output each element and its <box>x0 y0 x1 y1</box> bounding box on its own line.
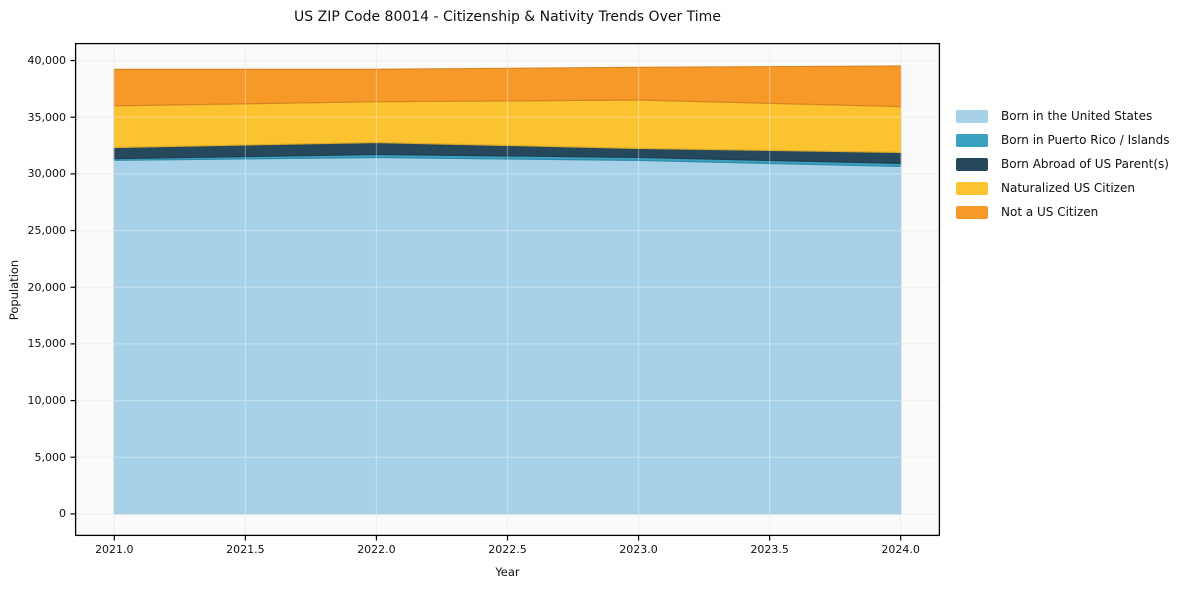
axes-frame <box>74 42 941 537</box>
area-not-a-us-citizen <box>113 65 902 108</box>
legend-item: Not a US Citizen <box>956 205 1170 219</box>
y-tick-label: 30,000 <box>27 167 67 181</box>
y-tick-label: 5,000 <box>34 450 67 464</box>
legend-swatch-not-a-us-citizen <box>956 205 988 219</box>
legend-label: Not a US Citizen <box>1001 205 1099 219</box>
legend-item: Born in Puerto Rico / Islands <box>956 133 1170 147</box>
legend-label: Naturalized US Citizen <box>1001 181 1135 195</box>
x-axis-label: Year <box>495 565 520 579</box>
y-tick-label: 20,000 <box>27 280 67 294</box>
x-tick-label: 2024.0 <box>881 543 920 556</box>
y-axis-label: Population <box>7 259 21 321</box>
legend-swatch-naturalized-us-citizen <box>956 181 988 195</box>
legend-label: Born in Puerto Rico / Islands <box>1001 133 1170 147</box>
legend-item: Naturalized US Citizen <box>956 181 1170 195</box>
y-tick-label: 10,000 <box>27 394 67 408</box>
y-tick-label: 25,000 <box>27 224 67 238</box>
y-tick-label: 40,000 <box>27 54 67 68</box>
y-tick-label: 15,000 <box>27 337 67 351</box>
legend-swatch-born-in-the-united-states <box>956 109 988 123</box>
legend-label: Born Abroad of US Parent(s) <box>1001 157 1169 171</box>
x-tick-label: 2021.0 <box>95 543 134 556</box>
legend-label: Born in the United States <box>1001 109 1153 123</box>
legend-item: Born in the United States <box>956 109 1170 123</box>
y-tick-label: 35,000 <box>27 110 67 124</box>
plot-area <box>70 42 941 541</box>
legend-swatch-born-abroad-of-us-parent-s <box>956 157 988 171</box>
chart-title: US ZIP Code 80014 - Citizenship & Nativi… <box>294 9 721 25</box>
x-tick-label: 2022.0 <box>357 543 396 556</box>
x-tick-label: 2022.5 <box>488 543 527 556</box>
x-tick-label: 2023.0 <box>619 543 658 556</box>
legend-swatch-born-in-puerto-rico-islands <box>956 133 988 147</box>
legend: Born in the United States Born in Puerto … <box>956 109 1170 219</box>
legend-item: Born Abroad of US Parent(s) <box>956 157 1170 171</box>
x-tick-label: 2021.5 <box>226 543 265 556</box>
x-tick-label: 2023.5 <box>750 543 789 556</box>
y-tick-label: 0 <box>59 507 66 521</box>
